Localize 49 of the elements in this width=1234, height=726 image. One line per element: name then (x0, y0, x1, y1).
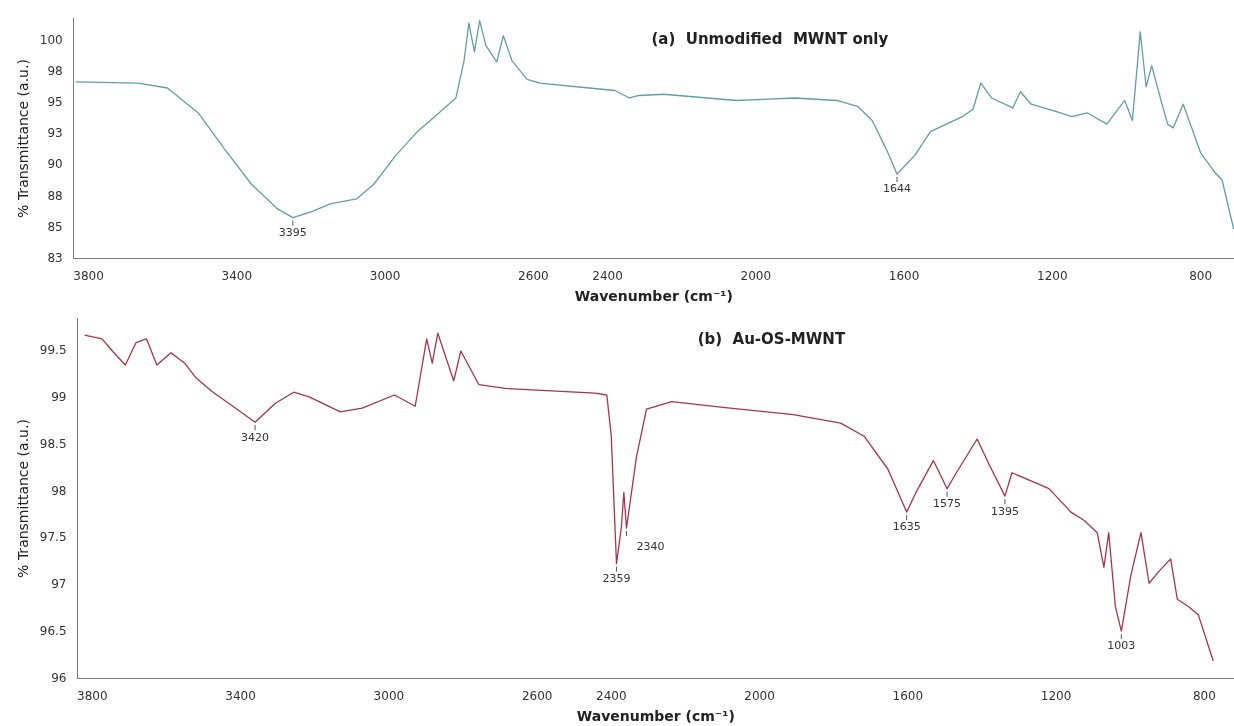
annotation: 2340 (636, 540, 665, 554)
y-tick-label: 93 (47, 126, 63, 141)
y-tick-label: 98.5 (39, 436, 67, 451)
x-tick-label: 3800 (73, 269, 104, 284)
annotation: 1395 (990, 504, 1019, 518)
x-axis-title: Wavenumber (cm⁻¹) (574, 288, 733, 305)
x-tick-label: 2600 (521, 689, 553, 704)
y-tick-label: 96 (51, 670, 67, 685)
x-tick-label: 2400 (592, 269, 623, 284)
annotation: 1644 (883, 182, 912, 196)
x-tick-label: 3400 (221, 269, 253, 284)
annotation: 3395 (278, 226, 307, 240)
text: (b) Au-OS-MWNT (697, 329, 846, 348)
annotation: 1575 (933, 497, 962, 511)
annotation: 2359 (602, 571, 631, 585)
x-tick-label: 2600 (518, 269, 549, 284)
y-tick-label: 95 (47, 95, 63, 110)
annotation: 3420 (241, 430, 270, 444)
x-tick-label: 2400 (596, 689, 627, 704)
y-tick-label: 100 (39, 32, 63, 47)
x-tick-label: 3000 (373, 689, 405, 704)
y-tick-label: 98 (47, 63, 63, 78)
x-tick-label: 1200 (1040, 689, 1072, 704)
x-axis-title: Wavenumber (cm⁻¹) (576, 708, 735, 725)
x-tick-label: 2000 (744, 689, 775, 704)
x-tick-label: 1600 (892, 689, 924, 704)
y-tick-label: 96.5 (39, 624, 67, 639)
y-axis-title: % Transmittance (a.u.) (15, 59, 32, 218)
x-tick-label: 3800 (77, 689, 108, 704)
x-tick-label: 1600 (888, 269, 920, 284)
y-tick-label: 99.5 (39, 343, 67, 358)
y-tick-label: 97.5 (39, 530, 67, 545)
x-tick-label: 3400 (225, 689, 256, 704)
y-tick-label: 90 (47, 157, 63, 172)
y-tick-label: 98 (51, 483, 67, 498)
annotation: 1003 (1107, 639, 1136, 653)
y-axis-title: % Transmittance (a.u.) (15, 419, 32, 578)
text: (a) Unmodified MWNT only (651, 29, 889, 48)
x-tick-label: 1200 (1037, 269, 1068, 284)
x-tick-label: 800 (1189, 269, 1213, 284)
y-tick-label: 99 (51, 389, 67, 404)
y-tick-label: 83 (47, 250, 63, 265)
y-tick-label: 88 (47, 188, 63, 203)
x-tick-label: 3000 (369, 269, 401, 284)
annotation: 1635 (892, 520, 921, 534)
y-tick-label: 85 (47, 219, 63, 234)
x-tick-label: 800 (1192, 689, 1216, 704)
y-tick-label: 97 (51, 577, 67, 592)
x-tick-label: 2000 (740, 269, 772, 284)
